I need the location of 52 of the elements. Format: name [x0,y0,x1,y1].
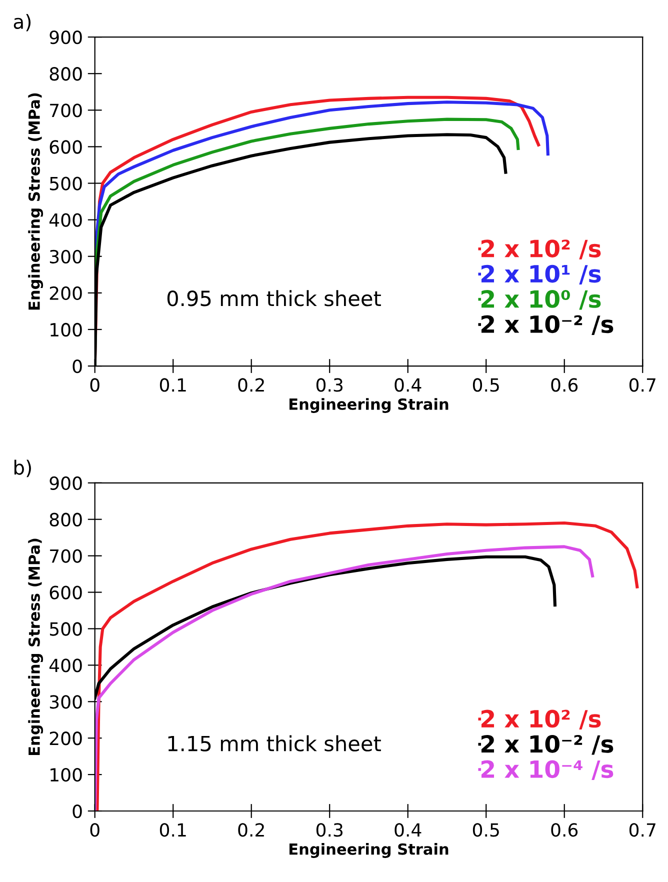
legend-label: 2 x 10¹ /s [481,264,601,285]
x-tick-label: 0 [90,378,100,392]
x-axis-title: Engineering Strain [290,398,448,413]
y-tick-label: 800 [50,512,82,526]
x-tick-label: 0.1 [160,378,186,392]
chart-title: b) [14,460,31,478]
y-tick-label: 900 [50,30,82,44]
y-tick-label: 100 [50,768,82,782]
line-series [96,521,639,811]
annotation: 1.15 mm thick sheet [168,735,381,752]
y-tick-label: 0 [72,804,82,818]
x-tick-label: 0.2 [238,378,264,392]
y-tick-label: 400 [49,213,82,227]
y-axis-title: Engineering Stress (MPa) [28,538,44,756]
x-tick-label: 0.6 [551,823,578,837]
y-tick-label: 800 [50,67,82,81]
legend-label: 2 x 10⁻² /s [481,735,614,755]
y-tick-label: 400 [49,658,82,672]
y-tick-label: 200 [50,286,82,300]
legend-label: 2 x 10⁰ /s [481,290,601,310]
y-tick-label: 700 [50,104,82,118]
y-tick-label: 200 [50,732,82,746]
y-tick-label: 700 [50,549,82,563]
legend-label: 2 x 10² /s [481,710,601,730]
x-tick-label: 0.4 [394,823,422,837]
x-axis-title: Engineering Strain [290,843,448,858]
x-tick-label: 0.7 [629,823,656,837]
legend-label: 2 x 10² /s [481,240,601,260]
y-tick-label: 600 [50,586,82,600]
x-tick-label: 0.3 [316,823,343,837]
x-tick-label: 0.5 [472,378,499,392]
y-tick-label: 500 [50,176,82,190]
annotation: 0.95 mm thick sheet [167,290,381,306]
y-tick-label: 0 [72,359,82,374]
legend-label: 2 x 10⁻⁴ /s [481,760,614,780]
legend-label: 2 x 10⁻² /s [481,315,614,335]
y-tick-label: 500 [50,622,82,636]
y-tick-label: 300 [50,250,82,264]
x-tick-label: 0.5 [472,823,499,837]
y-tick-label: 100 [50,322,82,337]
x-tick-label: 0.7 [629,378,656,392]
x-tick-label: 0.1 [160,823,186,837]
y-tick-label: 900 [50,476,82,490]
x-tick-label: 0.6 [551,378,578,392]
chart-title: a) [14,14,31,32]
x-tick-label: 0 [90,823,100,837]
y-tick-label: 300 [50,695,82,709]
y-tick-label: 600 [50,140,82,154]
y-axis-title: Engineering Stress (MPa) [28,93,44,310]
x-tick-label: 0.4 [394,378,422,392]
x-tick-label: 0.3 [316,378,343,392]
x-tick-label: 0.2 [238,823,264,837]
